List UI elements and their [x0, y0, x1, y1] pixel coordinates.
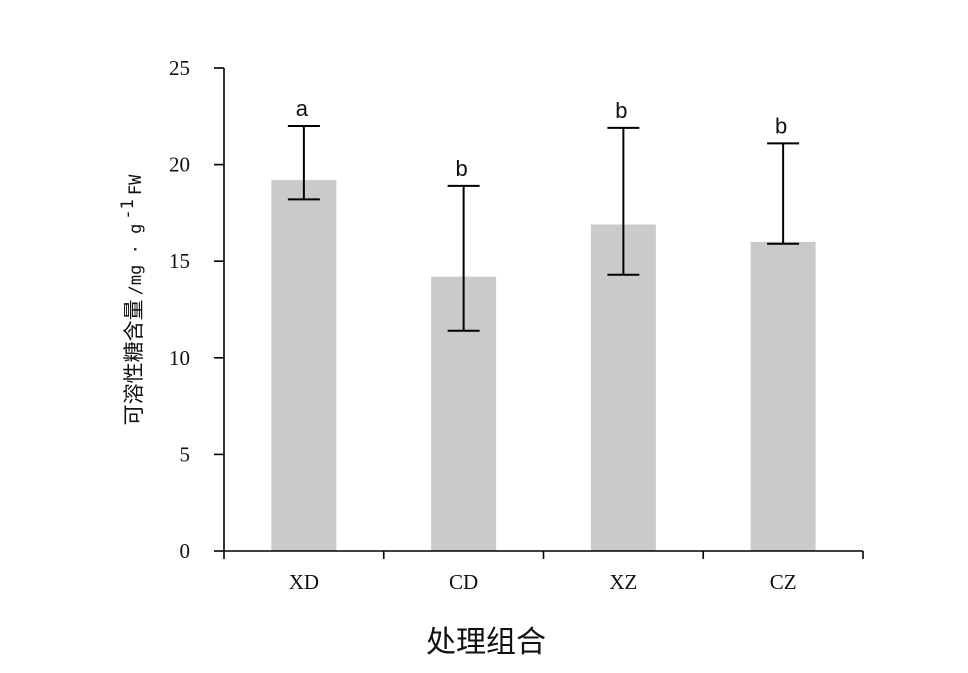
- x-tick-label-cd: CD: [449, 570, 478, 594]
- bar-xz: [590, 224, 656, 551]
- error-bar-cd: [447, 184, 480, 332]
- error-bar-cz: [767, 142, 800, 245]
- y-tick-label: 15: [169, 249, 190, 273]
- y-axis-label-superscript: -1: [118, 199, 138, 219]
- bars-layer: [271, 180, 816, 551]
- y-axis-label-suffix: FW: [126, 174, 146, 195]
- y-ticks-layer: 0 5 10 15 20 25: [169, 56, 224, 563]
- significance-letter-cd: b: [456, 156, 468, 181]
- error-bar-xd: [287, 124, 320, 201]
- bar-cz: [750, 241, 816, 551]
- x-tick-label-cz: CZ: [770, 570, 797, 594]
- y-axis-label: 可溶性糖含量 /mg · g -1 FW: [118, 174, 146, 425]
- y-axis-label-unit: /mg · g: [126, 224, 146, 296]
- error-bars-layer: [287, 124, 800, 332]
- y-tick-label: 5: [180, 442, 191, 466]
- y-tick-label: 10: [169, 346, 190, 370]
- significance-letter-cz: b: [775, 113, 787, 138]
- x-ticks-layer: XD CD XZ CZ: [223, 551, 864, 594]
- significance-letter-xd: a: [296, 96, 309, 121]
- y-tick-label: 25: [169, 56, 190, 80]
- y-tick-label: 0: [180, 539, 191, 563]
- svg-text:可溶性糖含量 /mg · g -1: 可溶性糖含量 /mg · g -1 FW: [118, 174, 146, 425]
- significance-letter-xz: b: [615, 98, 627, 123]
- error-bar-xz: [607, 126, 640, 276]
- x-tick-label-xd: XD: [289, 570, 319, 594]
- y-tick-label: 20: [169, 153, 190, 177]
- bar-xd: [271, 180, 337, 551]
- significance-letters-layer: a b b b: [296, 96, 788, 181]
- x-tick-label-xz: XZ: [609, 570, 637, 594]
- x-axis-label: 处理组合: [426, 625, 546, 660]
- y-axis-label-main: 可溶性糖含量: [122, 299, 146, 425]
